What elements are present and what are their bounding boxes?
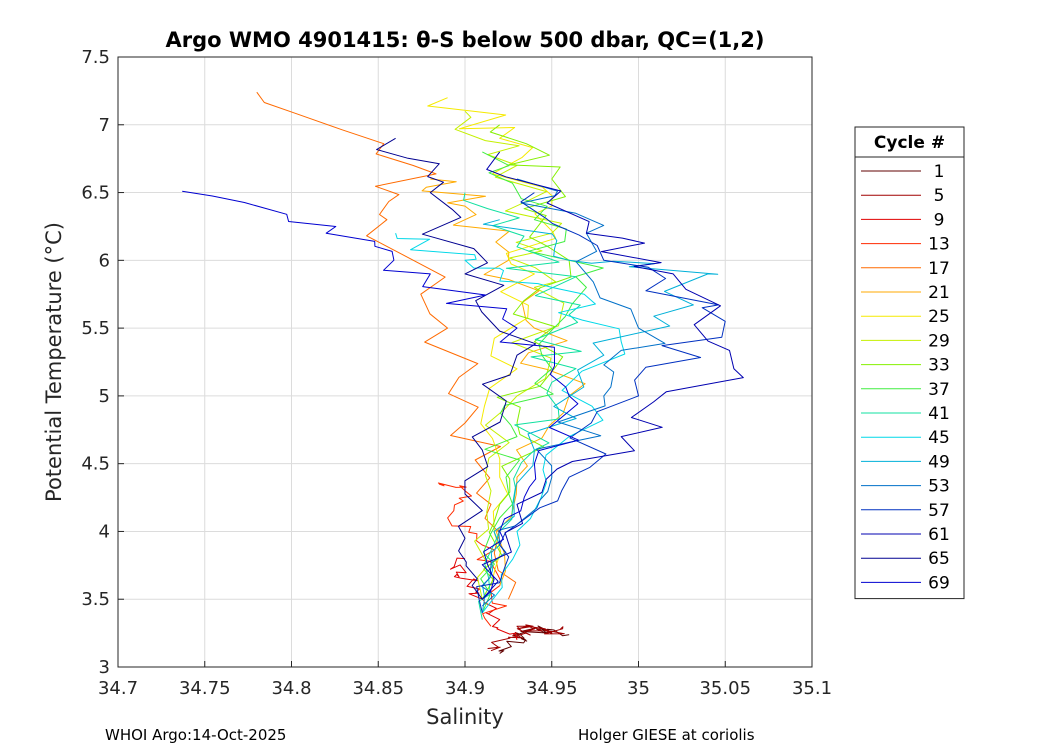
y-axis-label: Potential Temperature (°C) [42, 222, 66, 502]
legend-entry: 1 [934, 162, 945, 182]
x-tick-label: 34.8 [271, 678, 311, 699]
series-line-cycle-45 [395, 233, 626, 614]
x-tick-label: 34.75 [179, 678, 231, 699]
x-tick-label: 35 [627, 678, 650, 699]
series-line-cycle-33 [481, 124, 572, 600]
legend-entry: 65 [928, 549, 950, 569]
legend-entry: 25 [928, 307, 950, 327]
legend-entry: 69 [928, 573, 950, 593]
legend-entry: 61 [928, 525, 950, 545]
x-tick-label: 34.85 [352, 678, 404, 699]
footer-left: WHOI Argo:14-Oct-2025 [105, 726, 287, 744]
legend-entry: 57 [928, 501, 950, 521]
legend-entry: 37 [928, 380, 950, 400]
y-tick-label: 4.5 [81, 454, 110, 475]
footer-right: Holger GIESE at coriolis [578, 726, 755, 744]
legend-entry: 33 [928, 356, 950, 376]
legend-box [854, 126, 965, 600]
legend-entry: 17 [928, 259, 950, 279]
legend-entry: 9 [934, 210, 945, 230]
x-tick-label: 34.7 [98, 678, 138, 699]
series-line-cycle-25 [427, 97, 557, 586]
series-line-cycle-61 [481, 151, 744, 600]
series-line-cycle-21 [421, 178, 586, 586]
y-tick-label: 6.5 [81, 183, 110, 204]
x-axis-label: Salinity [426, 705, 504, 729]
y-tick-label: 6 [99, 250, 110, 271]
series-line-cycle-37 [480, 151, 604, 613]
y-tick-label: 7.5 [81, 47, 110, 68]
chart-title: Argo WMO 4901415: θ-S below 500 dbar, QC… [166, 28, 765, 52]
y-tick-label: 3 [99, 657, 110, 678]
series-line-cycle-69 [182, 190, 579, 600]
legend-entry: 49 [928, 452, 950, 472]
series-line-cycle-65 [376, 137, 537, 600]
y-tick-label: 5.5 [81, 318, 110, 339]
y-tick-label: 3.5 [81, 589, 110, 610]
x-tick-label: 34.9 [445, 678, 485, 699]
x-tick-label: 35.05 [699, 678, 751, 699]
series-line-cycle-9 [450, 557, 518, 641]
legend-entry: 45 [928, 428, 950, 448]
legend-entry: 21 [928, 283, 950, 303]
legend-entry: 13 [928, 235, 950, 255]
series-line-cycle-17 [256, 91, 517, 600]
axis-ticks: 34.7 34.75 34.8 34.85 34.9 34.95 35 35.05 35.1 3 3… [81, 47, 832, 699]
y-tick-label: 4 [99, 521, 110, 542]
series-line-cycle-57 [476, 192, 726, 613]
x-tick-label: 34.95 [526, 678, 578, 699]
legend-entry: 53 [928, 477, 950, 497]
legend-title: Cycle # [874, 133, 945, 153]
plot-lines [182, 91, 744, 654]
x-tick-label: 35.1 [792, 678, 832, 699]
y-tick-label: 7 [99, 115, 110, 136]
y-tick-label: 5 [99, 386, 110, 407]
legend-entry: 29 [928, 331, 950, 351]
legend-entry: 41 [928, 404, 950, 424]
legend-entry: 5 [934, 186, 945, 206]
legend: Cycle # 1 5 9 13 17 21 25 29 33 37 41 45 49 53 57 61 65 69 [854, 126, 965, 600]
series-line-cycle-5 [487, 624, 565, 652]
